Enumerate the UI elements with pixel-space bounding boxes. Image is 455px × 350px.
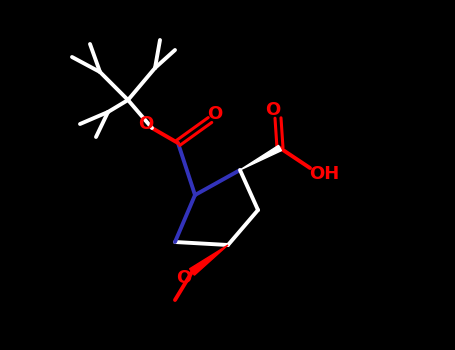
Text: O: O	[177, 269, 192, 287]
Text: OH: OH	[309, 165, 339, 183]
Polygon shape	[240, 145, 282, 170]
Text: O: O	[265, 101, 281, 119]
Text: O: O	[138, 115, 154, 133]
Polygon shape	[190, 245, 228, 275]
Text: O: O	[207, 105, 222, 123]
